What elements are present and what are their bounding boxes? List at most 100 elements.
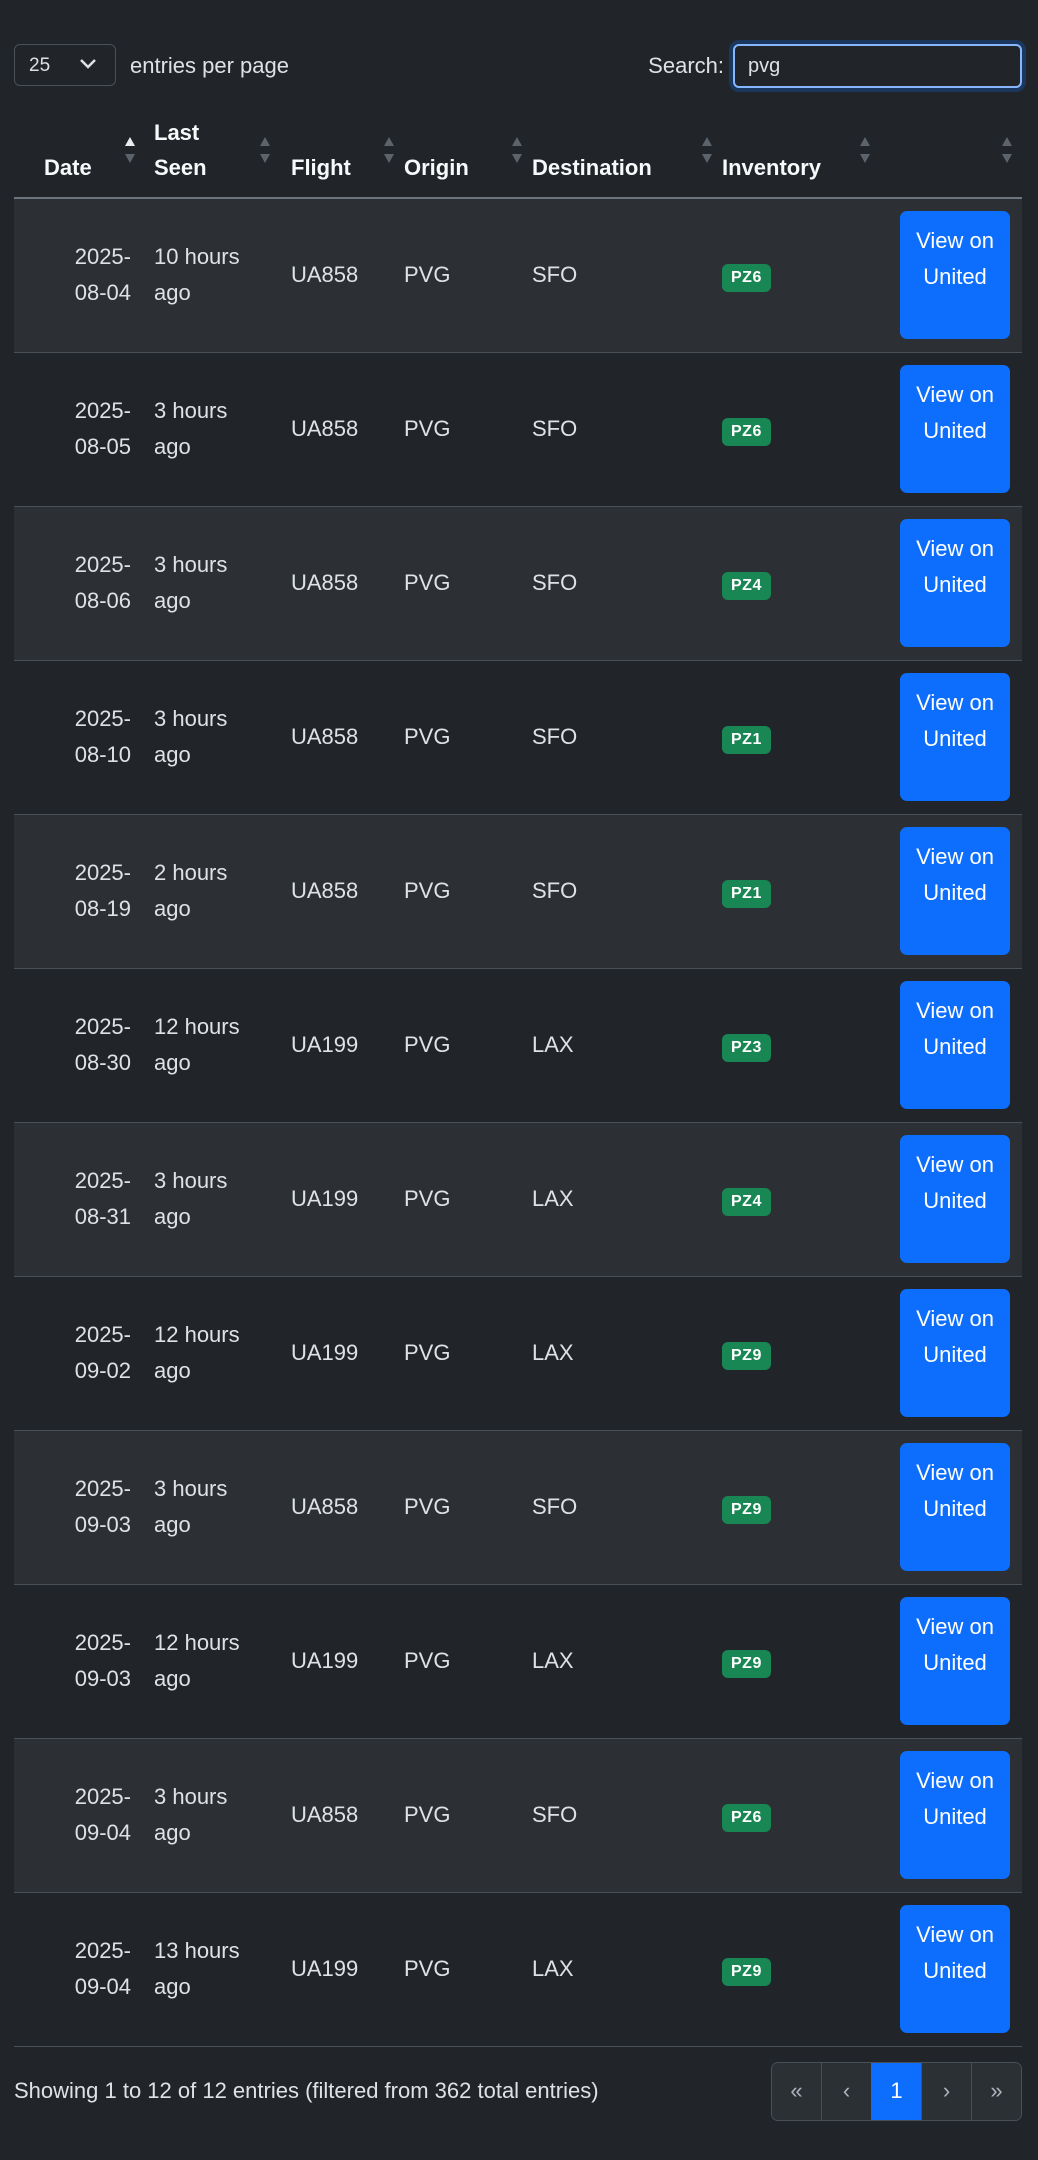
date: 2025-08-31 <box>74 1168 131 1229</box>
search-input[interactable]: pvg <box>733 44 1022 88</box>
destination: SFO <box>532 1802 578 1827</box>
destination-cell: LAX <box>532 1276 722 1431</box>
table-controls: 25 entries per page Search: pvg <box>14 44 1022 88</box>
origin: PVG <box>404 1956 451 1981</box>
sort-icon <box>260 137 270 163</box>
last-seen-cell: 13 hours ago <box>145 1892 280 2047</box>
flight: UA858 <box>291 878 359 903</box>
column-header[interactable]: Inventory <box>722 110 880 199</box>
flight-cell: UA199 <box>280 1276 404 1431</box>
last-seen: 3 hours ago <box>154 1476 228 1537</box>
chevron <box>80 59 96 69</box>
inventory-cell: PZ6 <box>722 198 880 353</box>
column-header[interactable]: Last Seen <box>145 110 280 199</box>
destination: SFO <box>532 416 578 441</box>
flight: UA858 <box>291 1802 359 1827</box>
view-button[interactable]: View on United <box>900 1135 1010 1263</box>
flight: UA858 <box>291 262 359 288</box>
view-button[interactable]: View on United <box>900 1289 1010 1417</box>
page-link[interactable]: 1 <box>871 2063 921 2120</box>
destination-cell: SFO <box>532 198 722 353</box>
inventory-badge: PZ9 <box>722 1342 771 1370</box>
column-header[interactable]: Flight <box>280 110 404 199</box>
last-seen-cell: 12 hours ago <box>145 1276 280 1431</box>
action-cell: View on United <box>880 1584 1022 1739</box>
view-button[interactable]: View on United <box>900 1597 1010 1725</box>
inventory-badge: PZ9 <box>722 1650 771 1678</box>
view-button[interactable]: View on United <box>900 673 1010 801</box>
page-link[interactable]: › <box>921 2063 971 2120</box>
table-info: Showing 1 to 12 of 12 entries (filtered … <box>14 2078 599 2103</box>
last-seen: 2 hours ago <box>154 860 228 921</box>
flight: UA858 <box>291 1494 359 1519</box>
date: 2025-09-04 <box>74 1938 131 1999</box>
inventory-badge: PZ6 <box>722 418 771 446</box>
origin-cell: PVG <box>404 1738 532 1893</box>
last-seen-cell: 3 hours ago <box>145 1738 280 1893</box>
view-button[interactable]: View on United <box>900 211 1010 340</box>
view-button[interactable]: View on United <box>900 981 1010 1109</box>
last-seen: 12 hours ago <box>154 1014 240 1075</box>
table-row: 2025-08-30 12 hours ago UA199 PVG LAX PZ3 View… <box>14 968 1022 1123</box>
destination: LAX <box>532 1186 574 1211</box>
sort-down <box>1002 154 1012 163</box>
last-seen: 3 hours ago <box>154 1168 228 1229</box>
destination-cell: SFO <box>532 1738 722 1893</box>
page-length-select[interactable]: 25 <box>14 44 116 86</box>
destination: SFO <box>532 1494 578 1519</box>
destination: SFO <box>532 262 578 288</box>
view-button[interactable]: View on United <box>900 827 1010 955</box>
page-link[interactable]: ‹ <box>821 2063 871 2120</box>
column-header[interactable]: Date <box>14 110 145 199</box>
view-button[interactable]: View on United <box>900 1751 1010 1879</box>
inventory-badge: PZ1 <box>722 726 771 754</box>
origin: PVG <box>404 1340 451 1365</box>
column-header[interactable] <box>880 110 1022 199</box>
page-length: 25 <box>29 55 51 76</box>
last-seen-cell: 3 hours ago <box>145 660 280 815</box>
origin: PVG <box>404 416 451 441</box>
page-link[interactable]: » <box>971 2063 1021 2120</box>
flight: UA199 <box>291 1340 359 1365</box>
action-cell: View on United <box>880 1738 1022 1893</box>
destination-cell: LAX <box>532 1892 722 2047</box>
date: 2025-08-30 <box>74 1014 131 1075</box>
date: 2025-08-19 <box>74 860 131 921</box>
inventory-cell: PZ4 <box>722 1122 880 1277</box>
action-cell: View on United <box>880 968 1022 1123</box>
sort-down <box>384 154 394 163</box>
pagination: «‹ 1 ›» <box>771 2062 1022 2121</box>
view-button[interactable]: View on United <box>900 365 1010 493</box>
sort-up <box>384 137 394 146</box>
sort-down <box>702 154 712 163</box>
date-cell: 2025-09-02 <box>14 1276 145 1431</box>
inventory-badge: PZ4 <box>722 572 771 600</box>
page-link[interactable]: « <box>772 2063 821 2120</box>
origin-cell: PVG <box>404 1122 532 1277</box>
origin-cell: PVG <box>404 198 532 353</box>
date: 2025-09-03 <box>74 1630 131 1691</box>
sort-icon <box>512 137 522 163</box>
sort-up <box>125 137 135 146</box>
destination-cell: LAX <box>532 1122 722 1277</box>
origin: PVG <box>404 1802 451 1827</box>
action-cell: View on United <box>880 1430 1022 1585</box>
origin-cell: PVG <box>404 968 532 1123</box>
table-row: 2025-09-02 12 hours ago UA199 PVG LAX PZ9 View… <box>14 1276 1022 1431</box>
view-button[interactable]: View on United <box>900 519 1010 647</box>
inventory-badge: PZ3 <box>722 1034 771 1062</box>
column-header[interactable]: Origin <box>404 110 532 199</box>
action-cell: View on United <box>880 506 1022 661</box>
view-button[interactable]: View on United <box>900 1905 1010 2033</box>
view-button[interactable]: View on United <box>900 1443 1010 1571</box>
inventory-cell: PZ4 <box>722 506 880 661</box>
last-seen: 3 hours ago <box>154 552 228 613</box>
inventory-badge: PZ9 <box>722 1958 771 1986</box>
last-seen-cell: 12 hours ago <box>145 968 280 1123</box>
sort-down <box>512 154 522 163</box>
flight-cell: UA858 <box>280 1738 404 1893</box>
date-cell: 2025-08-30 <box>14 968 145 1123</box>
flight: UA199 <box>291 1956 359 1981</box>
table-row: 2025-08-10 3 hours ago UA858 PVG SFO PZ1 View … <box>14 660 1022 815</box>
column-header[interactable]: Destination <box>532 110 722 199</box>
